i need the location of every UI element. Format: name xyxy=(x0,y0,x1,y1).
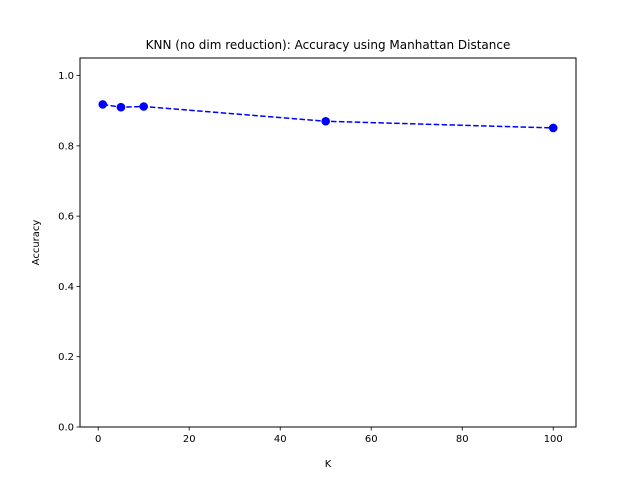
y-tick-label: 1.0 xyxy=(58,71,74,82)
y-tick-label: 0.0 xyxy=(58,423,74,434)
y-axis-label: Accuracy xyxy=(31,220,42,266)
plot-frame xyxy=(79,57,577,428)
x-tick-label: 20 xyxy=(183,434,196,445)
x-tick-label: 60 xyxy=(365,434,378,445)
y-tick-label: 0.8 xyxy=(58,141,74,152)
y-tick-label: 0.2 xyxy=(58,352,74,363)
data-point xyxy=(116,102,126,112)
chart-title: KNN (no dim reduction): Accuracy using M… xyxy=(146,38,511,52)
x-tick-label: 100 xyxy=(544,434,563,445)
data-point xyxy=(98,100,108,109)
y-tick-label: 0.6 xyxy=(58,212,74,223)
x-axis-label: K xyxy=(325,459,332,470)
x-tick-label: 0 xyxy=(95,434,101,445)
data-point xyxy=(321,116,331,126)
y-tick-label: 0.4 xyxy=(58,282,74,293)
x-tick-label: 80 xyxy=(456,434,469,445)
x-tick-label: 40 xyxy=(274,434,287,445)
data-point xyxy=(548,123,558,133)
plot-area: 0 20 40 60 80 100 0.0 0.2 0.4 0.6 0.8 1.0 xyxy=(58,71,563,445)
data-point xyxy=(139,102,149,111)
